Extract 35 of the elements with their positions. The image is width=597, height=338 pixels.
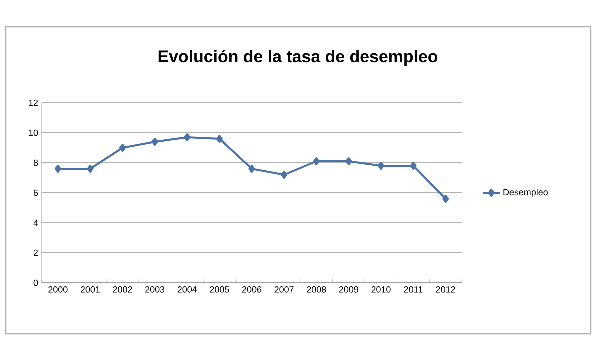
chart-title: Evolución de la tasa de desempleo bbox=[158, 50, 438, 66]
y-tick-label: 10 bbox=[29, 130, 38, 136]
y-tick-label: 8 bbox=[34, 160, 38, 166]
point bbox=[54, 165, 62, 173]
point bbox=[346, 158, 352, 166]
x-tick-label: 2004 bbox=[178, 286, 198, 293]
point bbox=[248, 165, 256, 173]
point bbox=[184, 134, 191, 142]
x-tick-label: 2000 bbox=[48, 286, 68, 293]
x-tick-label: 2009 bbox=[339, 286, 358, 293]
point bbox=[410, 162, 417, 170]
x-tick-label: 2011 bbox=[404, 286, 423, 293]
x-tick-label: 2007 bbox=[274, 286, 294, 293]
legend-label: Desempleo bbox=[504, 189, 548, 198]
x-tick-label: 2012 bbox=[436, 286, 456, 293]
x-tick-label: 2005 bbox=[210, 286, 230, 293]
x-tick-label: 2010 bbox=[372, 286, 391, 293]
point bbox=[87, 165, 94, 173]
point bbox=[216, 135, 223, 143]
point bbox=[442, 195, 450, 203]
point bbox=[152, 138, 158, 146]
point bbox=[281, 171, 288, 179]
point bbox=[120, 144, 126, 152]
x-tick-label: 2002 bbox=[113, 286, 132, 293]
x-tick-label: 2008 bbox=[307, 286, 326, 293]
point bbox=[313, 158, 320, 166]
point bbox=[378, 162, 384, 170]
x-tick-label: 2001 bbox=[80, 286, 100, 293]
y-tick-label: 2 bbox=[34, 250, 38, 256]
y-tick-label: 6 bbox=[34, 190, 38, 196]
y-tick-label: 12 bbox=[29, 100, 38, 106]
x-tick-label: 2003 bbox=[146, 286, 165, 293]
y-tick-label: 4 bbox=[34, 220, 38, 226]
y-tick-label: 0 bbox=[34, 280, 38, 286]
x-tick-label: 2006 bbox=[242, 286, 262, 293]
